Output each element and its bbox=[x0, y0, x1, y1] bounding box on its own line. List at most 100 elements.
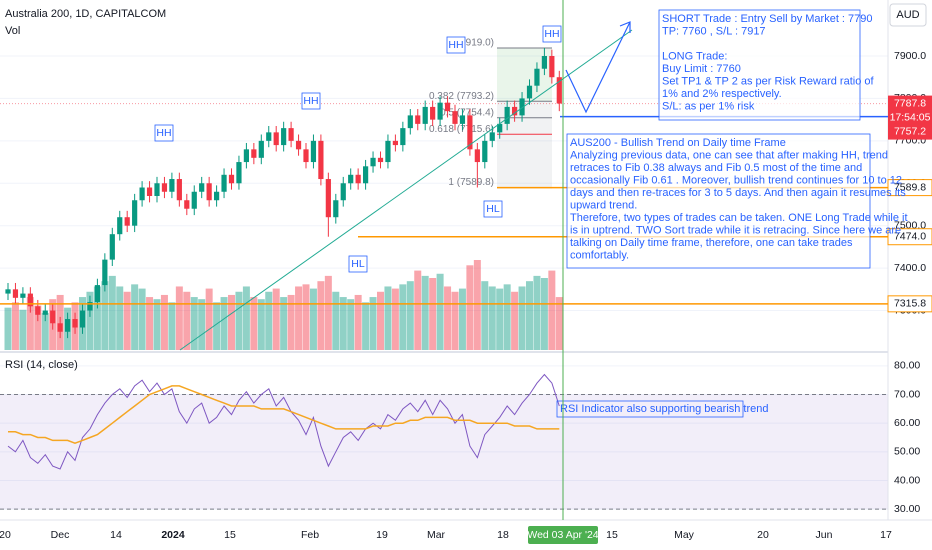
candle-body bbox=[400, 128, 406, 146]
currency-box[interactable] bbox=[889, 3, 927, 27]
candle-body bbox=[504, 106, 510, 124]
volume-bar bbox=[4, 307, 12, 350]
volume-bar bbox=[481, 281, 489, 350]
rsi-note: RSI Indicator also supporting bearish tr… bbox=[560, 403, 769, 415]
candle-body bbox=[288, 128, 294, 141]
volume-bar bbox=[108, 275, 116, 350]
volume-bar bbox=[362, 302, 370, 350]
candle-body bbox=[303, 149, 309, 163]
trend-line bbox=[179, 29, 633, 351]
candle-body bbox=[169, 179, 175, 192]
candle-body bbox=[214, 191, 220, 201]
trade-note: 1% and 2% respectively. bbox=[662, 88, 782, 100]
date-tag bbox=[528, 526, 598, 544]
rsi-line bbox=[7, 373, 560, 470]
x-tick-label: 14 bbox=[110, 529, 122, 541]
volume-bar bbox=[406, 281, 414, 350]
candle-body bbox=[79, 310, 86, 328]
candle-body bbox=[333, 200, 339, 218]
fib-label: 0.618 (7715.6) bbox=[429, 124, 494, 135]
swing-box bbox=[154, 124, 174, 142]
volume-bar bbox=[265, 291, 273, 350]
fib-label: 0.382 (7793.2) bbox=[429, 91, 494, 102]
volume-bar bbox=[317, 281, 325, 350]
y-tick-label: 7900.0 bbox=[894, 50, 926, 62]
swing-box bbox=[301, 92, 321, 110]
level-label: 7474.0 bbox=[894, 231, 926, 243]
candle-body bbox=[519, 98, 525, 116]
volume-bar bbox=[198, 299, 206, 350]
volume-bar bbox=[339, 297, 347, 350]
candle-body bbox=[50, 310, 56, 324]
swing-label: HL bbox=[486, 203, 500, 215]
swing-box bbox=[348, 255, 368, 273]
volume-bar bbox=[518, 286, 526, 350]
volume-bar bbox=[399, 284, 407, 350]
volume-bar bbox=[295, 286, 303, 350]
x-tick-label: Dec bbox=[51, 529, 70, 541]
candle-body bbox=[72, 319, 78, 328]
analysis-note: upward trend. bbox=[570, 199, 637, 211]
analysis-note: comfortably. bbox=[570, 249, 629, 261]
volume-bar bbox=[511, 291, 519, 350]
volume-bar bbox=[488, 286, 496, 350]
candle-body bbox=[206, 183, 212, 201]
candle-body bbox=[20, 293, 26, 298]
candle-body bbox=[430, 106, 436, 120]
candle-body bbox=[377, 157, 384, 163]
volume-bar bbox=[429, 278, 437, 350]
volume-bar bbox=[146, 297, 154, 350]
trade-note: LONG Trade: bbox=[662, 50, 727, 62]
candle-body bbox=[117, 217, 123, 235]
volume-bar bbox=[503, 284, 511, 350]
analysis-note: retraces to Fib 0.38 always and Fib 0.5 … bbox=[570, 162, 862, 174]
volume-bar bbox=[213, 302, 221, 350]
candle-body bbox=[57, 323, 63, 332]
arrow-head bbox=[619, 21, 631, 33]
volume-bar bbox=[548, 270, 556, 350]
swing-label: HH bbox=[448, 39, 463, 51]
volume-bar bbox=[473, 260, 481, 350]
candle-body bbox=[191, 191, 197, 209]
volume-bar bbox=[466, 265, 474, 350]
rsi-tick-label: 70.00 bbox=[894, 388, 920, 400]
x-tick-label: 15 bbox=[606, 529, 618, 541]
volume-bar bbox=[86, 291, 94, 350]
volume-bar bbox=[235, 291, 243, 350]
candle-body bbox=[392, 140, 398, 146]
volume-bar bbox=[242, 286, 250, 350]
volume-bar bbox=[414, 270, 422, 350]
trade-note: Buy Limit : 7760 bbox=[662, 63, 741, 75]
countdown: 17:54:05 bbox=[890, 111, 931, 123]
analysis-note: days and then re-traces for 3 to 5 days.… bbox=[570, 187, 906, 199]
swing-box bbox=[542, 25, 562, 43]
arrow bbox=[565, 21, 631, 114]
volume-bar bbox=[101, 281, 109, 350]
candle-body bbox=[139, 187, 145, 201]
candle-body bbox=[467, 115, 473, 150]
volume-bar bbox=[347, 299, 355, 350]
candle-body bbox=[459, 115, 466, 124]
candle-body bbox=[452, 111, 458, 124]
rsi-tick-label: 60.00 bbox=[894, 417, 920, 429]
trade-note: Set TP1 & TP 2 as per Risk Reward ratio … bbox=[662, 75, 874, 87]
level-price: 7757.2 bbox=[894, 125, 926, 137]
analysis-note: Therefore, two types of trades can be ta… bbox=[570, 212, 908, 224]
rsi-tick-label: 50.00 bbox=[894, 446, 920, 458]
candle-body bbox=[65, 319, 71, 332]
candle-body bbox=[124, 217, 130, 226]
candle-body bbox=[489, 132, 495, 141]
candle-body bbox=[243, 149, 249, 163]
analysis-note: is in uptrend. TWO Sort trade while it i… bbox=[570, 224, 901, 236]
candle-body bbox=[184, 200, 190, 209]
grid bbox=[0, 55, 888, 510]
candle-body bbox=[273, 132, 279, 146]
rsi-tick-label: 30.00 bbox=[894, 503, 920, 515]
volume-bar bbox=[533, 275, 541, 350]
x-tick-label: 15 bbox=[224, 529, 236, 541]
volume-bar bbox=[436, 273, 444, 350]
volume-bar bbox=[377, 291, 384, 350]
currency[interactable]: AUD bbox=[896, 9, 919, 21]
volume-label: Vol bbox=[5, 25, 20, 37]
